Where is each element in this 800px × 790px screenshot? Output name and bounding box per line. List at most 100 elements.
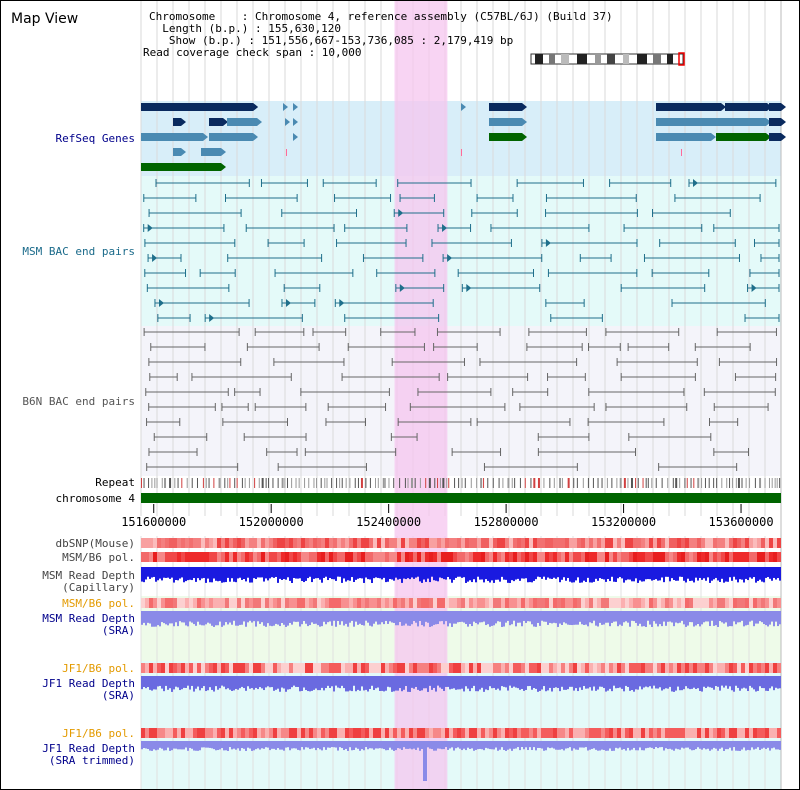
jf1-sra-depth <box>629 676 631 691</box>
track-label-msm-bac: MSM BAC end pairs <box>22 245 135 258</box>
repeat-mark <box>635 478 637 488</box>
repeat-mark <box>345 478 347 488</box>
msm-capillary-depth <box>563 567 565 578</box>
msm-sra-depth <box>435 611 437 625</box>
jf1-trimmed-depth <box>739 741 741 751</box>
msm-capillary-depth <box>705 567 707 581</box>
jf1-sra-depth <box>535 676 537 689</box>
jf1-pol-strip <box>321 663 325 673</box>
jf1-trimmed-depth <box>579 741 581 748</box>
jf1-sra-depth <box>579 676 581 688</box>
jf1-trimmed-depth <box>745 741 747 751</box>
msm-pol-strip <box>217 552 221 562</box>
msm-sra-depth <box>415 611 417 623</box>
msm-pol2-strip <box>665 598 669 608</box>
msm-pol-strip <box>209 552 213 562</box>
msm-sra-depth <box>413 611 415 622</box>
jf1-trimmed-depth <box>445 741 447 748</box>
dbsnp-strip <box>485 538 489 548</box>
jf1-sra-depth <box>701 676 703 692</box>
jf1-sra-depth <box>427 676 429 692</box>
jf1-trimmed-depth <box>497 741 499 751</box>
jf1-trimmed-depth <box>315 741 317 751</box>
msm-capillary-depth <box>329 567 331 579</box>
jf1-sra-depth <box>157 676 159 687</box>
jf1-sra-depth <box>251 676 253 689</box>
msm-sra-depth <box>249 611 251 621</box>
dbsnp-strip <box>441 538 445 548</box>
jf1-pol2-strip <box>409 728 413 738</box>
msm-pol2-strip <box>713 598 717 608</box>
msm-sra-depth <box>471 611 473 627</box>
msm-sra-depth <box>551 611 553 624</box>
jf1-sra-depth <box>359 676 361 691</box>
msm-sra-depth <box>541 611 543 621</box>
jf1-sra-depth <box>759 676 761 687</box>
msm-capillary-depth <box>643 567 645 582</box>
repeat-mark <box>439 478 441 488</box>
jf1-pol2-strip <box>153 728 157 738</box>
jf1-pol-strip <box>673 663 677 673</box>
repeat-mark <box>254 478 256 488</box>
jf1-sra-depth <box>593 676 595 687</box>
jf1-pol2-strip <box>157 728 161 738</box>
repeat-mark <box>592 478 594 488</box>
msm-pol2-strip <box>205 598 209 608</box>
axis-tick-label: 153200000 <box>591 515 656 529</box>
msm-capillary-depth <box>177 567 179 581</box>
msm-sra-depth <box>191 611 193 623</box>
dbsnp-strip <box>409 538 413 548</box>
jf1-pol-strip <box>465 663 469 673</box>
msm-sra-depth <box>273 611 275 626</box>
jf1-pol-strip <box>681 663 685 673</box>
jf1-pol2-strip <box>309 728 313 738</box>
track-label-jf1-trimmed-2: (SRA trimmed) <box>49 754 135 767</box>
msm-sra-depth <box>311 611 313 623</box>
dbsnp-strip <box>301 538 305 548</box>
msm-capillary-depth <box>681 567 683 577</box>
dbsnp-strip <box>397 538 401 548</box>
jf1-trimmed-depth <box>205 741 207 748</box>
jf1-trimmed-depth <box>341 741 343 749</box>
axis-tick-label: 152400000 <box>356 515 421 529</box>
jf1-trimmed-depth <box>575 741 577 750</box>
dbsnp-strip <box>701 538 705 548</box>
jf1-trimmed-depth <box>249 741 251 749</box>
jf1-trimmed-depth <box>743 741 745 748</box>
msm-sra-depth <box>659 611 661 625</box>
msm-pol2-strip <box>529 598 533 608</box>
jf1-trimmed-depth <box>267 741 269 748</box>
jf1-sra-depth <box>207 676 209 691</box>
msm-capillary-depth <box>199 567 201 581</box>
dbsnp-strip <box>173 538 177 548</box>
dbsnp-strip <box>325 538 329 548</box>
msm-capillary-depth <box>609 567 611 582</box>
jf1-trimmed-depth <box>349 741 351 748</box>
jf1-sra-depth <box>777 676 779 689</box>
dbsnp-strip <box>313 538 317 548</box>
msm-sra-depth <box>221 611 223 627</box>
msm-capillary-depth <box>565 567 567 581</box>
jf1-sra-depth <box>591 676 593 691</box>
msm-capillary-depth <box>613 567 615 582</box>
refseq-gene <box>141 133 203 141</box>
jf1-pol2-strip <box>365 728 369 738</box>
msm-sra-depth <box>777 611 779 627</box>
msm-capillary-depth <box>371 567 373 583</box>
msm-pol2-strip <box>709 598 713 608</box>
msm-pol2-strip <box>453 598 457 608</box>
msm-capillary-depth <box>511 567 513 581</box>
msm-capillary-depth <box>529 567 531 583</box>
jf1-pol2-strip <box>437 728 441 738</box>
jf1-pol2-strip <box>201 728 205 738</box>
jf1-sra-depth <box>149 676 151 690</box>
dbsnp-strip <box>241 538 245 548</box>
msm-capillary-depth <box>579 567 581 583</box>
dbsnp-strip <box>773 538 777 548</box>
jf1-sra-depth <box>349 676 351 691</box>
dbsnp-strip <box>321 538 325 548</box>
msm-pol-strip <box>453 552 457 562</box>
repeat-mark <box>645 478 647 488</box>
jf1-sra-depth <box>323 676 325 691</box>
